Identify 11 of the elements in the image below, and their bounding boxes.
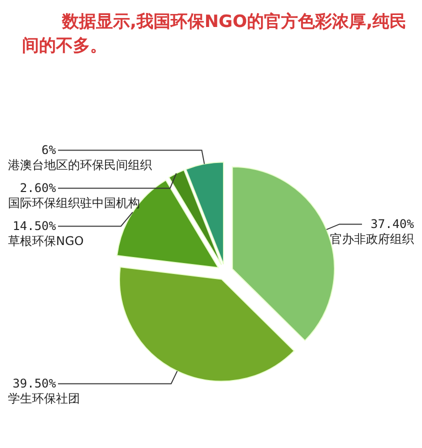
data-label: 2.60% [20, 181, 57, 196]
slice-label: 港澳台地区的环保民间组织 [8, 158, 152, 172]
slice-label: 学生环保社团 [8, 392, 80, 406]
data-label: 39.50% [12, 376, 57, 391]
data-label: 6% [42, 143, 57, 158]
slice-label: 国际环保组织驻中国机构 [8, 196, 140, 210]
data-label: 14.50% [12, 219, 57, 234]
slice-label: 草根环保NGO [8, 234, 84, 248]
slice-label: 官办非政府组织 [330, 232, 414, 246]
chart-title: 数据显示,我国环保NGO的官方色彩浓厚,纯民间的不多。 [22, 11, 407, 58]
data-label: 37.40% [370, 217, 415, 232]
